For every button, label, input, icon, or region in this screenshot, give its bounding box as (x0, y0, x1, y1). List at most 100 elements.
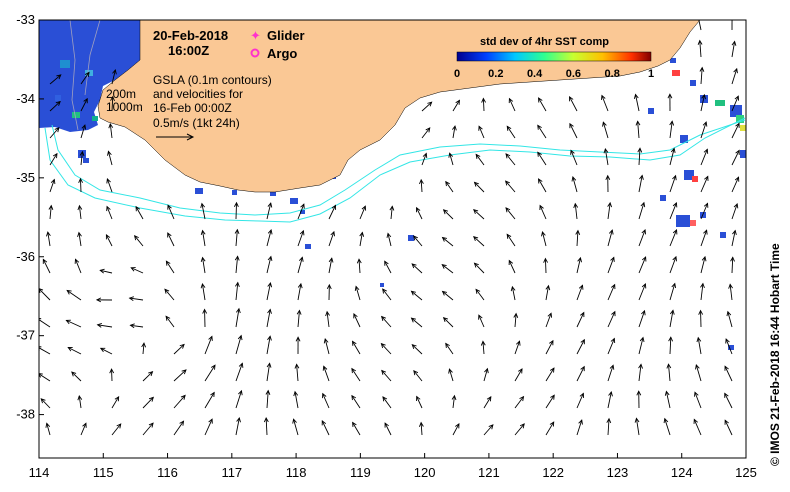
colorbar-title: std dev of 4hr SST comp (480, 36, 609, 48)
velocity-vector (384, 422, 392, 436)
velocity-arrowhead (728, 283, 733, 289)
velocity-arrowhead (135, 205, 141, 212)
velocity-vector (506, 126, 516, 139)
velocity-vector (669, 202, 677, 220)
velocity-arrowhead (266, 362, 272, 368)
velocity-arrowhead (294, 363, 300, 369)
velocity-arrowhead (165, 260, 171, 266)
colorbar-tick-label: 0.6 (566, 68, 581, 80)
velocity-arrowhead (108, 122, 114, 129)
velocity-arrowhead (267, 202, 273, 208)
velocity-arrowhead (601, 94, 606, 101)
velocity-arrowhead (515, 340, 521, 346)
velocity-arrowhead (351, 394, 357, 401)
velocity-vector (42, 259, 51, 274)
velocity-arrowhead (537, 151, 542, 157)
velocity-vector (235, 308, 240, 328)
y-tick-label: -34 (16, 91, 35, 106)
velocity-arrowhead (233, 201, 239, 208)
velocity-arrowhead (538, 178, 543, 184)
velocity-vector (731, 123, 740, 139)
y-tick-label: -33 (16, 12, 35, 27)
velocity-arrowhead (549, 367, 555, 373)
velocity-vector (607, 418, 610, 436)
velocity-arrowhead (505, 153, 511, 159)
velocity-arrowhead (267, 255, 273, 262)
velocity-vector (413, 235, 423, 247)
velocity-arrowhead (148, 371, 154, 377)
velocity-vector (731, 257, 734, 274)
velocity-arrowhead (48, 204, 54, 211)
velocity-arrowhead (293, 390, 299, 397)
velocity-vector (416, 396, 423, 409)
velocity-arrowhead (109, 368, 115, 374)
velocity-vector (294, 391, 299, 409)
velocity-vector (698, 20, 702, 31)
velocity-arrowhead (99, 347, 106, 353)
velocity-vector (111, 423, 122, 436)
velocity-vector (351, 395, 361, 409)
velocity-vector (235, 229, 238, 247)
velocity-vector (40, 398, 51, 409)
velocity-arrowhead (486, 395, 492, 402)
velocity-arrowhead (634, 417, 640, 423)
velocity-arrowhead (236, 416, 241, 423)
velocity-vector (328, 205, 336, 220)
velocity-vector (49, 127, 60, 139)
velocity-vector (411, 344, 423, 355)
velocity-arrowhead (537, 124, 542, 130)
velocity-vector (545, 340, 554, 355)
velocity-arrowhead (39, 373, 43, 378)
velocity-vector (441, 264, 454, 274)
velocity-arrowhead (700, 282, 705, 289)
velocity-arrowhead (605, 174, 611, 181)
velocity-arrowhead (65, 319, 71, 325)
velocity-vector (505, 153, 516, 166)
velocity-vector (321, 420, 330, 436)
velocity-vector (100, 347, 113, 355)
velocity-arrowhead (704, 175, 709, 181)
velocity-arrowhead (666, 363, 672, 369)
velocity-arrowhead (427, 101, 433, 107)
velocity-arrowhead (200, 202, 206, 209)
velocity-arrowhead (451, 394, 457, 401)
velocity-arrowhead (580, 365, 585, 372)
velocity-vector (638, 148, 641, 166)
gsla-contours (69, 20, 101, 131)
velocity-vector (411, 290, 423, 301)
velocity-arrowhead (237, 334, 243, 341)
velocity-arrowhead (359, 231, 365, 237)
velocity-arrowhead (295, 336, 301, 342)
velocity-vector (442, 237, 454, 247)
velocity-vector (235, 390, 242, 409)
velocity-arrowhead (380, 315, 386, 321)
x-tick-label: 118 (286, 465, 307, 480)
glider-label: Glider (267, 28, 305, 43)
velocity-vector (80, 124, 86, 139)
velocity-vector (97, 324, 113, 328)
velocity-vector (638, 337, 644, 355)
velocity-vector (700, 230, 708, 247)
velocity-vector (202, 230, 206, 247)
velocity-arrowhead (445, 342, 450, 348)
velocity-arrowhead (696, 14, 700, 18)
velocity-arrowhead (698, 309, 704, 315)
velocity-vector (700, 203, 708, 220)
velocity-vector (164, 288, 175, 301)
velocity-vector (165, 316, 175, 328)
velocity-arrowhead (641, 256, 647, 262)
velocity-vector (420, 422, 423, 436)
velocity-vector (452, 423, 460, 436)
velocity-arrowhead (267, 335, 272, 341)
velocity-arrowhead (106, 205, 111, 212)
velocity-vector (49, 101, 61, 112)
velocity-vector (693, 419, 702, 436)
velocity-arrowhead (56, 74, 62, 80)
velocity-arrowhead (580, 311, 585, 318)
velocity-vector (387, 233, 392, 247)
velocity-vector (46, 423, 51, 436)
velocity-vector (511, 286, 516, 301)
velocity-vector (359, 206, 366, 220)
velocity-arrowhead (352, 421, 357, 428)
velocity-vector (49, 179, 55, 193)
